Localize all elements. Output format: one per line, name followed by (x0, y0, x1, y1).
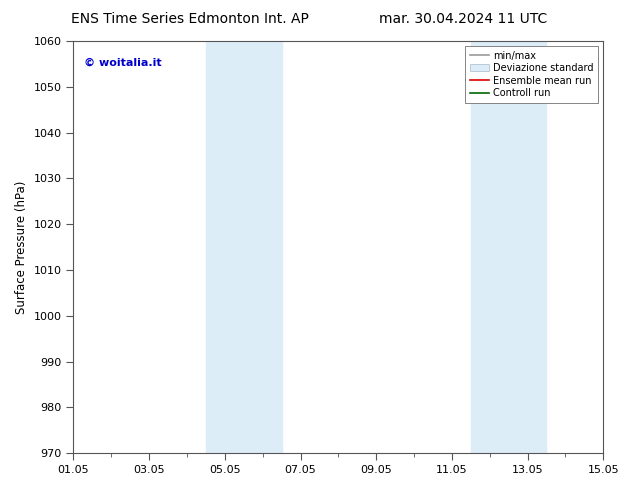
Legend: min/max, Deviazione standard, Ensemble mean run, Controll run: min/max, Deviazione standard, Ensemble m… (465, 46, 598, 103)
Text: ENS Time Series Edmonton Int. AP: ENS Time Series Edmonton Int. AP (71, 12, 309, 26)
Bar (471, 41, 547, 453)
Text: © woitalia.it: © woitalia.it (84, 57, 162, 68)
Text: mar. 30.04.2024 11 UTC: mar. 30.04.2024 11 UTC (378, 12, 547, 26)
Bar (206, 41, 281, 453)
Y-axis label: Surface Pressure (hPa): Surface Pressure (hPa) (15, 180, 28, 314)
